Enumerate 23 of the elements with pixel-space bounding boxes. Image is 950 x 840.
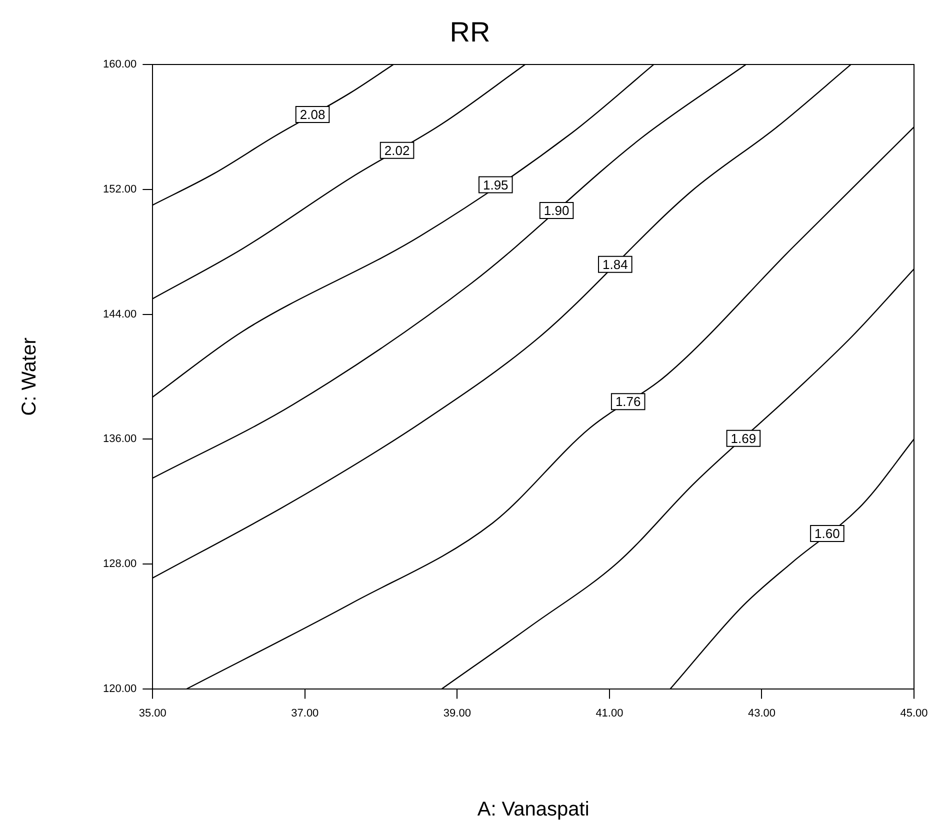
- series-label: 1.69: [730, 430, 756, 446]
- series-label: 1.84: [602, 256, 628, 272]
- y-tick-label: 128.00: [102, 558, 137, 570]
- y-tick-label: 136.00: [102, 433, 137, 446]
- series-label: 1.90: [544, 203, 570, 218]
- y-tick-label: 144.00: [102, 308, 137, 320]
- x-tick-label: 41.00: [596, 707, 624, 720]
- series-label: 2.02: [384, 143, 410, 158]
- series-label: 1.95: [482, 177, 508, 192]
- x-tick-label: 43.00: [748, 707, 776, 720]
- y-axis-title: C: Water: [18, 337, 41, 416]
- x-tick-label: 45.00: [900, 707, 928, 720]
- x-tick-label: 35.00: [138, 707, 166, 720]
- y-tick-label: 152.00: [102, 183, 137, 196]
- x-tick-label: 39.00: [443, 707, 471, 720]
- chart-title: RR: [450, 16, 490, 48]
- y-tick-label: 120.00: [102, 682, 137, 695]
- series-label: 1.60: [814, 526, 840, 542]
- x-axis-title: A: Vanaspati: [477, 798, 590, 821]
- y-tick-label: 160.00: [102, 58, 137, 71]
- series-label: 2.08: [300, 107, 326, 122]
- x-tick-label: 37.00: [291, 707, 319, 720]
- series-label: 1.76: [615, 394, 641, 410]
